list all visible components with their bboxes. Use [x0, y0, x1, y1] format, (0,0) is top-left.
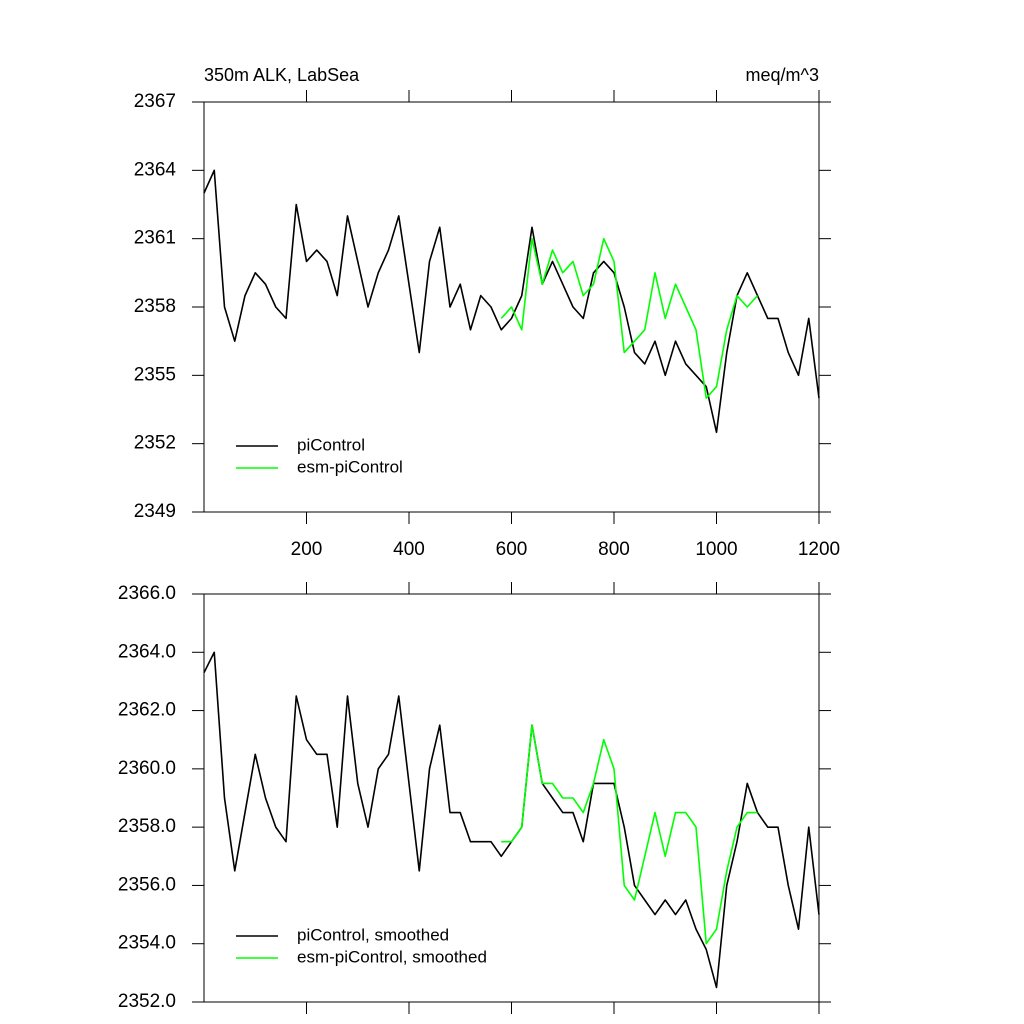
y-tick-label: 2352.0	[118, 991, 176, 1012]
x-tick-label: 200	[291, 539, 323, 560]
y-tick-label: 2367	[134, 91, 176, 112]
y-tick-label: 2352	[134, 433, 176, 454]
x-tick-label: 600	[496, 539, 528, 560]
legend-label: esm-piControl	[297, 457, 403, 476]
x-tick-label: 1000	[695, 539, 737, 560]
y-tick-label: 2358	[134, 296, 176, 317]
legend-label: esm-piControl, smoothed	[297, 947, 487, 966]
x-tick-label: 800	[598, 539, 630, 560]
legend-label: piControl	[297, 435, 365, 454]
y-tick-label: 2360.0	[118, 758, 176, 779]
y-tick-label: 2362.0	[118, 700, 176, 721]
y-tick-label: 2364.0	[118, 641, 176, 662]
y-tick-label: 2361	[134, 228, 176, 249]
data-line	[500, 237, 759, 399]
y-tick-label: 2355	[134, 364, 176, 385]
y-tick-label: 2354.0	[118, 933, 176, 954]
y-tick-label: 2349	[134, 501, 176, 522]
data-line	[203, 169, 820, 434]
y-tick-label: 2366.0	[118, 583, 176, 604]
legend-label: piControl, smoothed	[297, 925, 449, 944]
y-tick-label: 2356.0	[118, 874, 176, 895]
x-tick-label: 1200	[798, 539, 840, 560]
units-label: meq/m^3	[746, 65, 819, 85]
data-line	[501, 724, 758, 945]
y-tick-label: 2364	[134, 159, 177, 180]
chart-title: 350m ALK, LabSea	[204, 65, 360, 85]
y-tick-label: 2358.0	[118, 816, 176, 837]
x-tick-label: 400	[393, 539, 425, 560]
